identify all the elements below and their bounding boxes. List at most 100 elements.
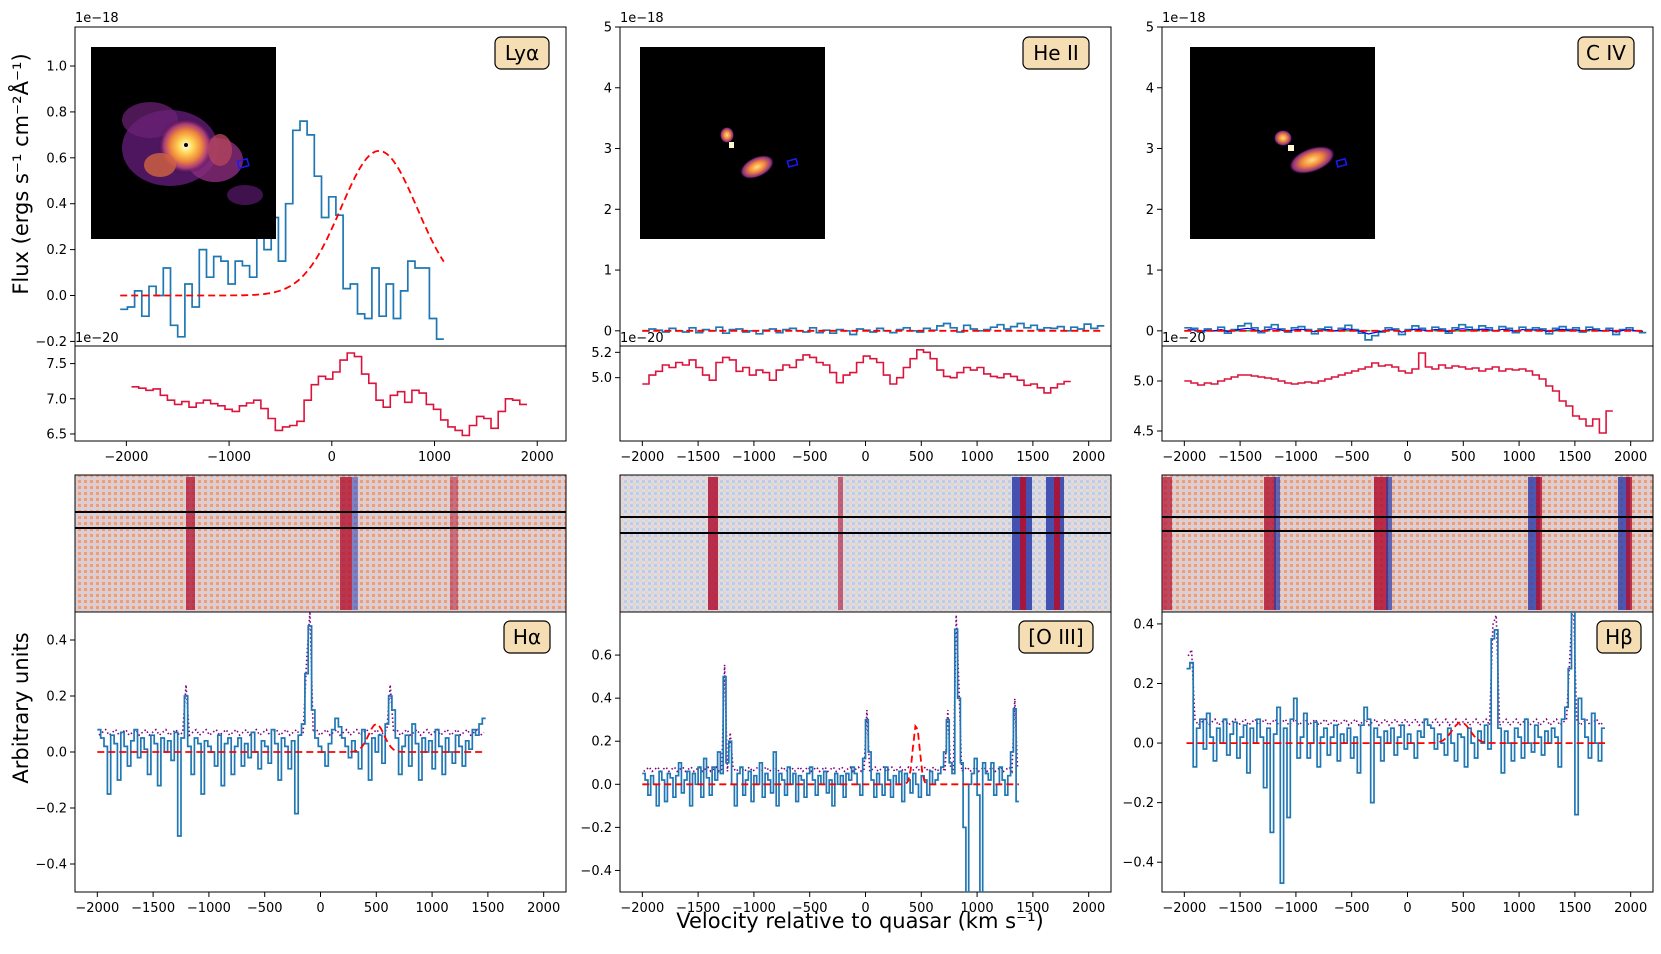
line-label-box — [503, 620, 551, 654]
y-tick-label: −0.2 — [580, 821, 612, 836]
y-tick-label: −0.2 — [35, 335, 67, 350]
y-tick-label: 5 — [1146, 21, 1154, 36]
y-tick-label: 1 — [1146, 264, 1154, 279]
y-tick-label: 0.2 — [591, 735, 612, 750]
gaussian-fit-line — [642, 723, 1019, 786]
y-tick-label: 0.2 — [46, 243, 67, 258]
y-tick-label: 0.4 — [46, 634, 67, 649]
x-tick-label: −2000 — [620, 450, 664, 465]
y-tick-label: 0.4 — [1133, 617, 1154, 632]
line-label: Hβ — [1605, 625, 1633, 649]
y-tick-label: 0.8 — [46, 105, 67, 120]
lya-noise-panel: 1e−20 6.5 7.0 7.5 −2000 −1000 0 1000 2000 — [46, 331, 567, 465]
plot-frame — [1161, 611, 1654, 893]
flux-step-line — [120, 120, 444, 340]
civ-flux-panel: 1e−18 0 1 2 3 4 5 — [1146, 11, 1654, 347]
x-tick-label: 1500 — [1016, 901, 1049, 916]
x-tick-label: 1000 — [1503, 901, 1536, 916]
x-tick-label: −2000 — [104, 450, 148, 465]
plot-frame — [619, 345, 1112, 442]
flux-step-line — [642, 322, 1105, 336]
x-tick-label: −1500 — [1218, 450, 1262, 465]
x-tick-label: 2000 — [1614, 450, 1647, 465]
offset-text: 1e−18 — [75, 11, 119, 26]
x-tick-label: −2000 — [1162, 450, 1206, 465]
flux-step-line — [97, 625, 486, 837]
y-tick-label: 5.0 — [1133, 375, 1154, 390]
line-label-box — [1577, 36, 1635, 70]
x-tick-label: 2000 — [1072, 450, 1105, 465]
line-label-box — [1022, 36, 1090, 70]
y-tick-label: 5.2 — [591, 346, 612, 361]
x-tick-label: 0 — [328, 450, 336, 465]
x-tick-label: 2000 — [1614, 901, 1647, 916]
y-tick-label: 4 — [604, 81, 612, 96]
x-tick-label: 1500 — [471, 901, 504, 916]
x-tick-label: −500 — [247, 901, 283, 916]
plot-frame — [1161, 345, 1654, 442]
x-tick-label: 2000 — [521, 450, 554, 465]
x-tick-label: 2000 — [527, 901, 560, 916]
gaussian-fit-line — [97, 722, 486, 753]
noise-step-line — [642, 349, 1071, 394]
y-tick-label: −0.4 — [35, 858, 67, 873]
x-tick-label: 1000 — [416, 901, 449, 916]
hb-2d-spectrum — [1161, 474, 1654, 613]
offset-text: 1e−18 — [1162, 11, 1206, 26]
x-tick-label: −500 — [792, 901, 828, 916]
x-tick-label: 1000 — [961, 450, 994, 465]
x-tick-label: −500 — [1334, 450, 1370, 465]
y-tick-label: 1 — [604, 264, 612, 279]
x-tick-label: 500 — [1451, 450, 1476, 465]
x-tick-label: 0 — [1403, 901, 1411, 916]
x-tick-label: −1000 — [1274, 901, 1318, 916]
line-label: [O III] — [1028, 625, 1083, 649]
flux-step-line — [642, 628, 1019, 892]
x-tick-label: 0 — [861, 450, 869, 465]
x-tick-label: 500 — [364, 901, 389, 916]
y-tick-label: 5.0 — [591, 371, 612, 386]
x-tick-label: 1000 — [1503, 450, 1536, 465]
y-tick-label: 0.6 — [46, 151, 67, 166]
x-tick-label: 1500 — [1558, 450, 1591, 465]
x-tick-label: 500 — [909, 450, 934, 465]
gaussian-fit-line — [1186, 721, 1605, 744]
x-tick-label: −1500 — [676, 450, 720, 465]
y-tick-label: 0.4 — [46, 197, 67, 212]
x-tick-label: 500 — [1451, 901, 1476, 916]
x-tick-label: −2000 — [75, 901, 119, 916]
ha-2d-spectrum — [74, 474, 567, 613]
x-tick-label: 1000 — [418, 450, 451, 465]
x-tick-label: 1500 — [1558, 901, 1591, 916]
y-tick-label: 0.0 — [46, 289, 67, 304]
y-tick-label: 0.0 — [46, 746, 67, 761]
x-tick-label: 500 — [909, 901, 934, 916]
template-dotted-line — [98, 612, 485, 737]
y-axis-title-flux: Flux (ergs s⁻¹ cm⁻²Å⁻¹) — [7, 53, 33, 294]
x-tick-label: 2000 — [1072, 901, 1105, 916]
x-tick-label: −2000 — [1162, 901, 1206, 916]
noise-step-line — [1184, 352, 1613, 434]
ha-spectrum-panel: −0.4 −0.2 0.0 0.2 0.4 −2000 −1500 −1000 −500 0 500… — [35, 611, 567, 916]
civ-narrowband-map — [1190, 47, 1375, 239]
line-label: Hα — [513, 625, 541, 649]
y-tick-label: 7.5 — [46, 357, 67, 372]
y-tick-label: 2 — [604, 203, 612, 218]
y-tick-label: 3 — [604, 142, 612, 157]
y-tick-label: 4 — [1146, 81, 1154, 96]
y-axis-title-arbitrary: Arbitrary units — [9, 632, 33, 783]
x-tick-label: −1000 — [207, 450, 251, 465]
y-tick-label: 6.5 — [46, 427, 67, 442]
template-dotted-line — [643, 614, 1019, 775]
x-tick-label: 0 — [1403, 450, 1411, 465]
hb-spectrum-panel: −0.4 −0.2 0.0 0.2 0.4 −2000 −1500 −1000 −500 0 500… — [1122, 611, 1654, 916]
lya-flux-panel: 1e−18 −0.2 0.0 0.2 0.4 0.6 0.8 1.0 — [35, 11, 567, 350]
y-tick-label: −0.2 — [35, 802, 67, 817]
x-axis-title: Velocity relative to quasar (km s⁻¹) — [676, 909, 1043, 933]
y-tick-label: −0.4 — [580, 864, 612, 879]
offset-text: 1e−20 — [75, 331, 119, 346]
y-tick-label: 2 — [1146, 203, 1154, 218]
heii-flux-panel: 1e−18 0 1 2 3 4 5 — [604, 11, 1112, 347]
y-tick-label: −0.2 — [1122, 796, 1154, 811]
